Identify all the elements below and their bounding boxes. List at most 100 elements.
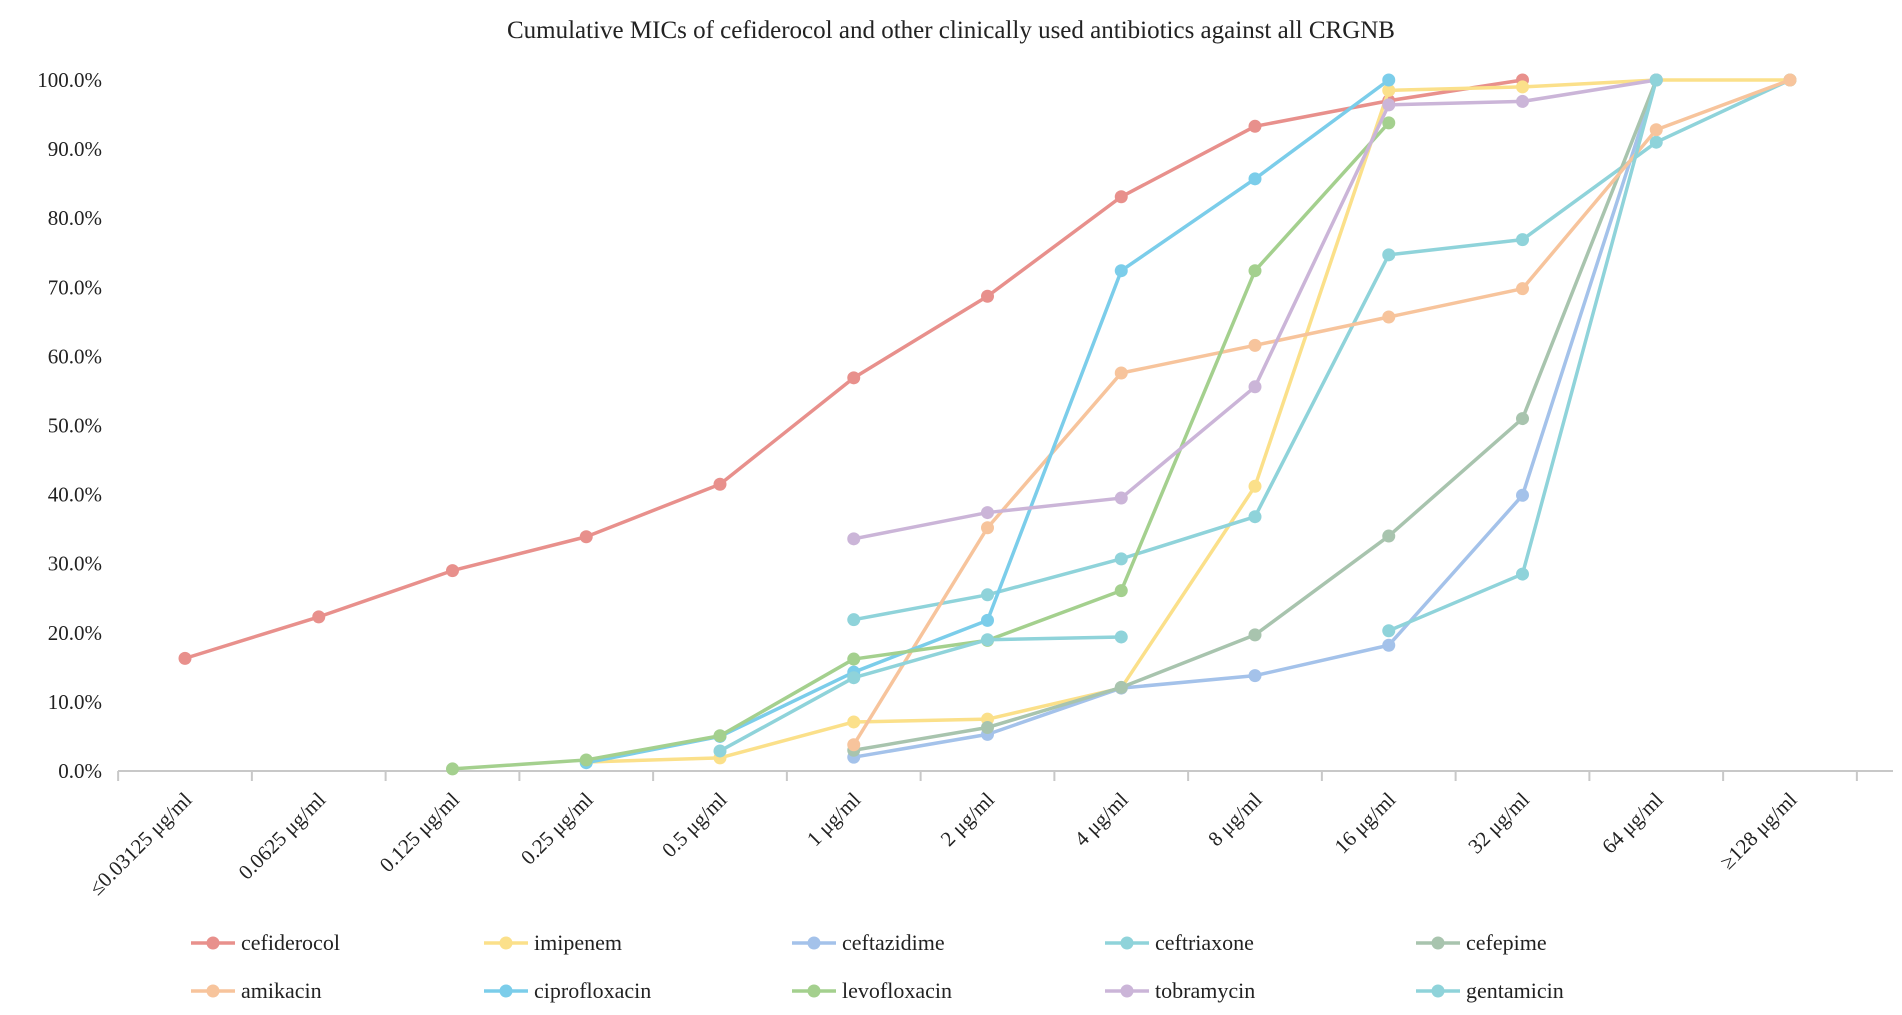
series-line-ceftriaxone	[853, 78, 1791, 622]
data-point-ceftriaxone	[1114, 552, 1128, 566]
data-point-cefiderocol	[446, 564, 459, 578]
data-point-cefiderocol	[312, 610, 326, 624]
data-point-ciprofloxacin	[1114, 264, 1128, 278]
data-point-ceftriaxone	[1516, 233, 1529, 247]
series-line-ciprofloxacin	[585, 78, 1390, 765]
y-tick-label: 10.0%	[48, 690, 102, 714]
series-line-tobramycin	[853, 78, 1657, 541]
legend-label: imipenem	[534, 930, 622, 955]
x-tick-label: ≥128 μg/ml	[1715, 787, 1801, 873]
legend-marker	[807, 984, 821, 998]
legend-label: ceftazidime	[842, 930, 945, 955]
data-point-cefepime	[1516, 412, 1529, 426]
data-point-imipenem	[1382, 83, 1396, 97]
legend-item-gentamicin: gentamicin	[1416, 978, 1564, 1003]
series-ciprofloxacin	[579, 73, 1396, 770]
series-cefiderocol	[178, 73, 1529, 665]
x-tick-label: 0.5 μg/ml	[657, 787, 732, 862]
data-point-cefepime	[1382, 529, 1396, 543]
y-tick-label: 90.0%	[48, 137, 102, 161]
data-point-tobramycin	[1114, 491, 1128, 505]
y-tick-label: 50.0%	[48, 414, 102, 438]
x-tick-label: 16 μg/ml	[1330, 787, 1401, 858]
chart-title: Cumulative MICs of cefiderocol and other…	[507, 17, 1395, 44]
legend-marker	[499, 984, 513, 998]
x-tick-label: 2 μg/ml	[936, 787, 999, 850]
legend-marker	[807, 936, 821, 950]
legend-label: levofloxacin	[842, 978, 952, 1003]
legend-marker	[206, 936, 220, 950]
x-tick-label: 0.25 μg/ml	[516, 787, 598, 869]
legend-marker	[499, 936, 513, 950]
data-point-gentamicin	[1516, 567, 1529, 581]
legend-marker	[1431, 984, 1445, 998]
series-ceftriaxone	[847, 73, 1797, 627]
series-line-gentamicin	[1388, 79, 1658, 633]
data-point-cefiderocol	[981, 289, 994, 303]
y-tick-label: 40.0%	[48, 483, 102, 507]
data-point-cefepime	[1114, 680, 1128, 694]
data-point-ceftazidime	[1248, 669, 1262, 683]
data-point-levofloxacin	[847, 652, 861, 666]
legend-item-amikacin: amikacin	[191, 978, 322, 1003]
data-point-imipenem	[1516, 80, 1529, 94]
series-line-levofloxacin	[452, 121, 1391, 771]
data-point-levofloxacin	[1382, 116, 1396, 130]
x-tick-label: ≤0.03125 μg/ml	[84, 787, 196, 899]
series-group	[178, 73, 1797, 776]
data-point-tobramycin	[1516, 94, 1529, 108]
data-point-ceftazidime	[1382, 638, 1396, 652]
data-point-gentamicin	[1382, 624, 1396, 638]
y-tick-label: 80.0%	[48, 206, 102, 230]
data-point-ceftriaxone	[981, 588, 994, 602]
data-point-levofloxacin	[1114, 584, 1128, 598]
data-point-amikacin	[1248, 338, 1262, 352]
legend-item-ciprofloxacin: ciprofloxacin	[484, 978, 651, 1003]
legend-label: cefepime	[1466, 930, 1547, 955]
data-point-ciprofloxacin	[1248, 172, 1262, 186]
y-tick-label: 60.0%	[48, 344, 102, 368]
series-tobramycin	[847, 73, 1663, 546]
y-axis: 0.0% 10.0% 20.0% 30.0% 40.0% 50.0% 60.0% 70.0% 8…	[37, 68, 102, 783]
data-point-ceftriaxone	[1649, 135, 1663, 149]
data-point-levofloxacin	[446, 762, 459, 776]
series-amikacin	[847, 73, 1797, 752]
x-tick-label: 64 μg/ml	[1597, 787, 1668, 858]
series-line-amikacin	[852, 78, 1791, 746]
data-point-amikacin	[1649, 123, 1663, 137]
data-point-cefepime	[1248, 628, 1262, 642]
x-tick-label: 1 μg/ml	[802, 787, 865, 850]
data-point-tobramycin	[847, 532, 861, 546]
data-point-levofloxacin	[1248, 264, 1262, 278]
data-point-amikacin	[981, 521, 994, 535]
series-line-cefiderocol	[184, 78, 1523, 661]
data-point-amikacin	[1516, 282, 1529, 296]
series-line-gentamicin	[719, 635, 1122, 753]
data-point-tobramycin	[981, 506, 994, 520]
y-tick-label: 100.0%	[37, 68, 102, 92]
legend-label: gentamicin	[1466, 978, 1564, 1003]
data-point-imipenem	[847, 715, 861, 729]
data-point-ciprofloxacin	[981, 613, 994, 627]
x-tick-label: 32 μg/ml	[1463, 787, 1534, 858]
data-point-cefiderocol	[847, 371, 861, 385]
y-tick-label: 0.0%	[58, 759, 102, 783]
y-tick-label: 20.0%	[48, 621, 102, 645]
legend-label: cefiderocol	[241, 930, 340, 955]
data-point-levofloxacin	[713, 729, 727, 743]
x-axis: ≤0.03125 μg/ml 0.0625 μg/ml 0.125 μg/ml 0.2…	[84, 770, 1893, 900]
legend-marker	[1120, 936, 1134, 950]
legend: cefiderocol imipenem ceftazidime ceftriaxon…	[191, 930, 1564, 1003]
x-tick-label: 0.125 μg/ml	[375, 787, 464, 876]
data-point-levofloxacin	[579, 753, 593, 767]
series-line-imipenem	[586, 78, 1790, 764]
legend-item-cefiderocol: cefiderocol	[191, 930, 340, 955]
legend-item-cefepime: cefepime	[1416, 930, 1547, 955]
y-tick-label: 70.0%	[48, 275, 102, 299]
data-point-gentamicin	[1114, 630, 1128, 644]
data-point-cefiderocol	[178, 651, 192, 665]
legend-item-ceftriaxone: ceftriaxone	[1105, 930, 1254, 955]
data-point-gentamicin	[1649, 73, 1663, 87]
data-point-ceftriaxone	[847, 613, 861, 627]
